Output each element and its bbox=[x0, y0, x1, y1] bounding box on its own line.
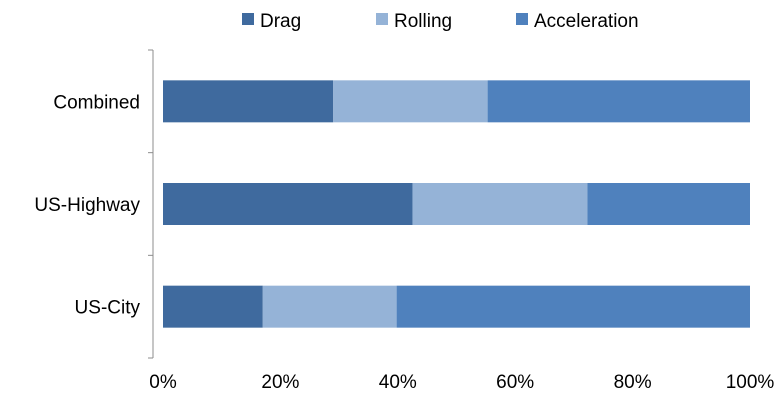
category-label: US-City bbox=[75, 298, 141, 319]
x-tick-label: 0% bbox=[149, 372, 177, 393]
bar-us-city-rolling bbox=[262, 285, 397, 328]
legend-label-acceleration: Acceleration bbox=[534, 11, 639, 32]
bar-us-highway-drag bbox=[163, 183, 413, 225]
x-tick-label: 20% bbox=[261, 372, 299, 393]
x-tick-label: 80% bbox=[614, 372, 652, 393]
bar-combined-rolling bbox=[333, 80, 488, 123]
x-tick-label: 40% bbox=[379, 372, 417, 393]
bar-combined-acceleration bbox=[487, 80, 750, 123]
category-label: Combined bbox=[53, 92, 140, 113]
x-tick-label: 60% bbox=[496, 372, 534, 393]
legend-swatch-drag bbox=[242, 13, 254, 25]
x-tick-label: 100% bbox=[726, 372, 775, 393]
axes: 0% 20% 40% 60% 80% 100% bbox=[148, 49, 775, 393]
legend-swatch-rolling bbox=[376, 13, 388, 25]
bar-us-highway-acceleration bbox=[587, 183, 750, 225]
bar-us-city-drag bbox=[163, 285, 263, 328]
bar-us-city-acceleration bbox=[396, 285, 750, 328]
bar-combined-drag bbox=[163, 80, 334, 123]
legend: Drag Rolling Acceleration bbox=[242, 11, 639, 32]
bar-us-highway-rolling bbox=[412, 183, 588, 225]
plot-bars: Combined US-Highway US-City bbox=[34, 80, 750, 328]
legend-label-rolling: Rolling bbox=[394, 11, 452, 32]
legend-label-drag: Drag bbox=[260, 11, 301, 32]
category-label: US-Highway bbox=[34, 195, 140, 216]
legend-swatch-acceleration bbox=[516, 13, 528, 25]
